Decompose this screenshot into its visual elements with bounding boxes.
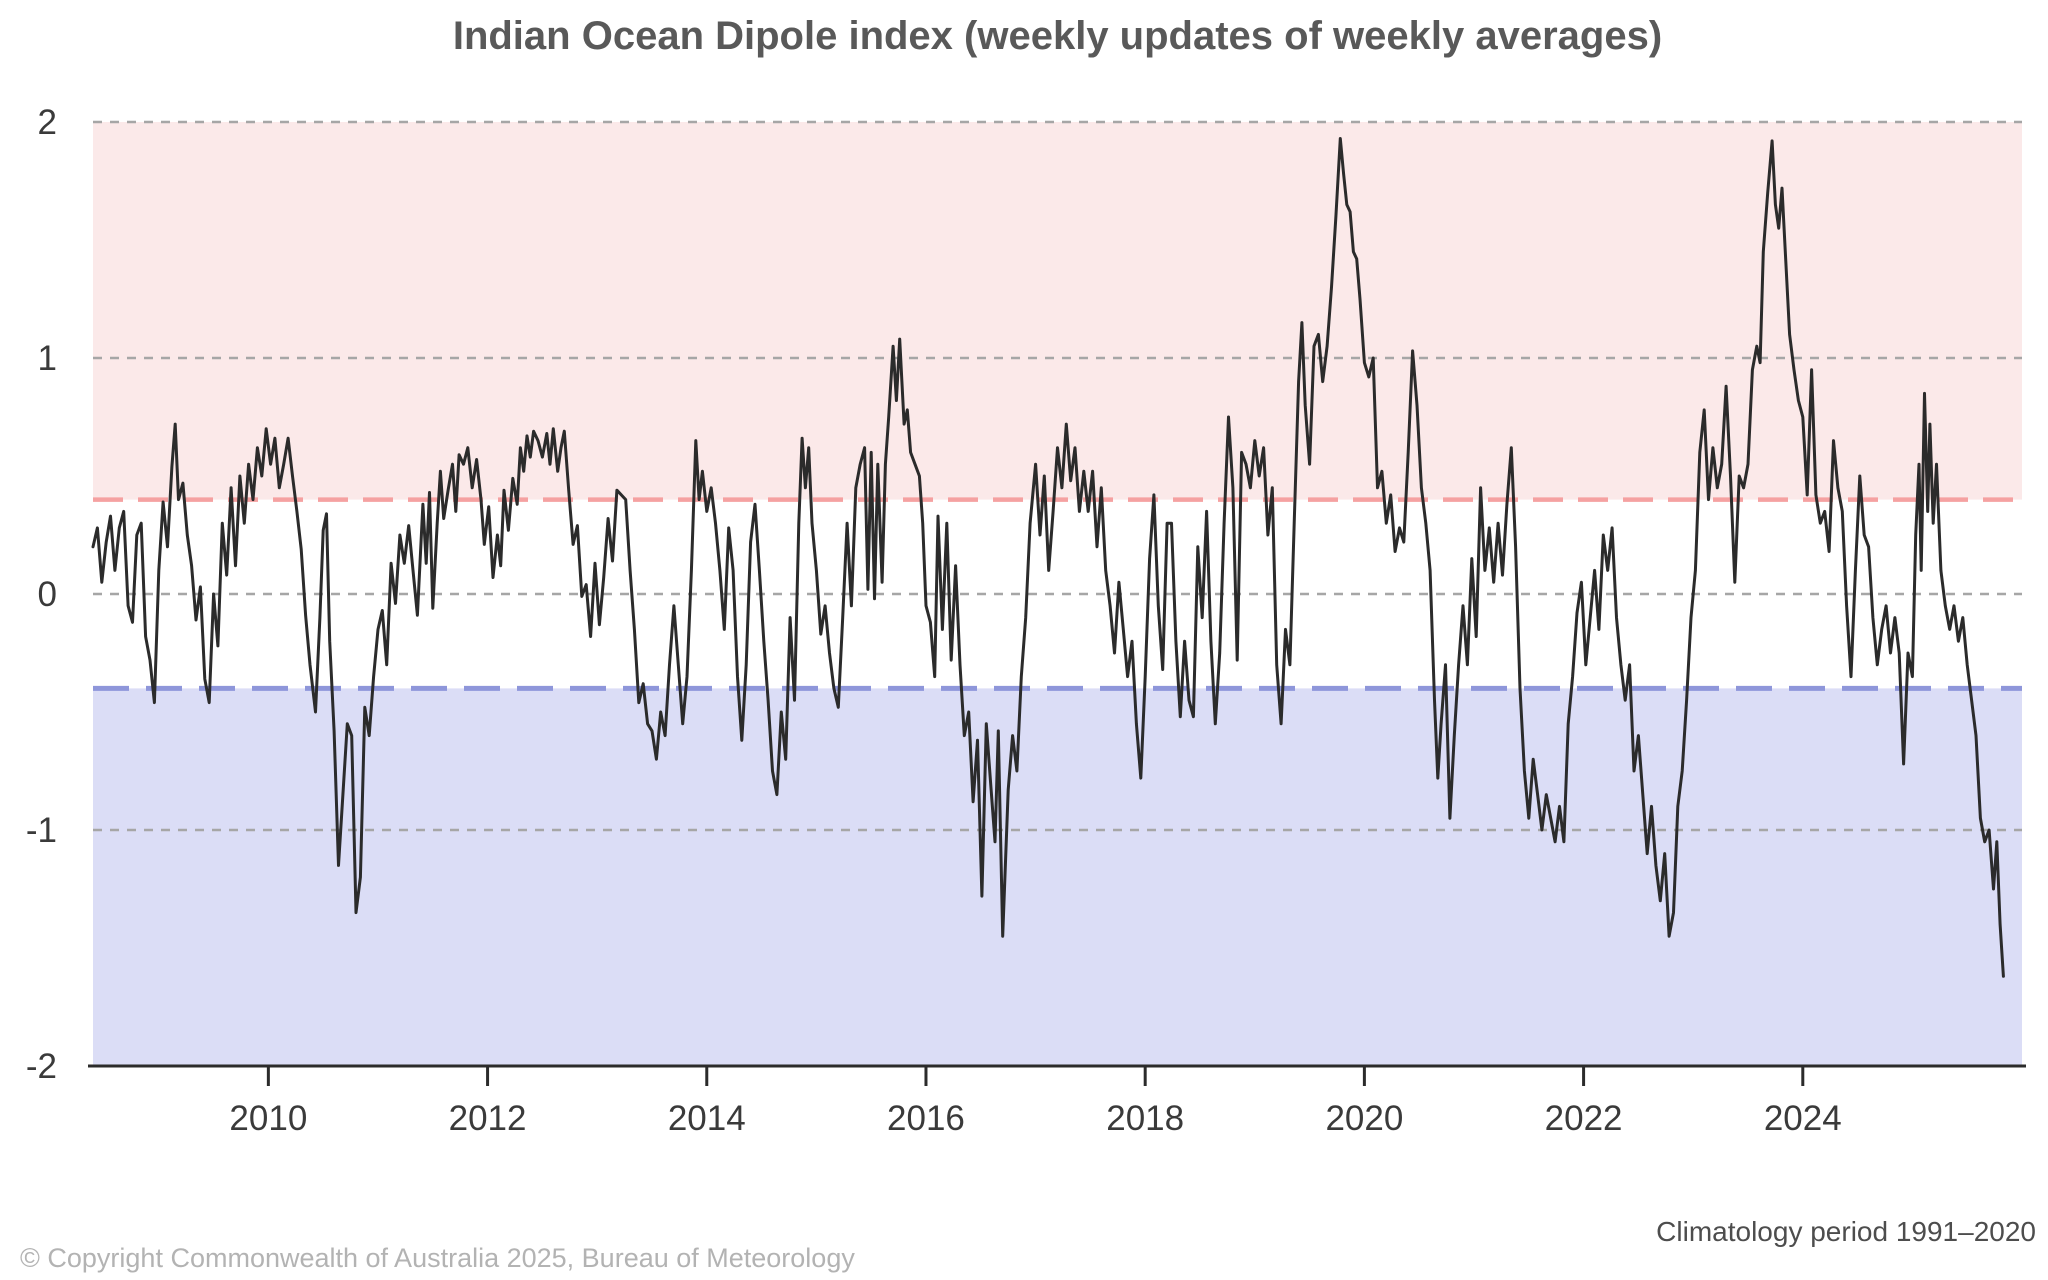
y-tick-label: -2 bbox=[26, 1047, 57, 1086]
x-tick-label: 2010 bbox=[229, 1099, 307, 1138]
x-tick-label: 2012 bbox=[449, 1099, 527, 1138]
x-tick-label: 2024 bbox=[1764, 1099, 1842, 1138]
iod-series-line bbox=[91, 137, 2005, 978]
x-tick-label: 2014 bbox=[668, 1099, 746, 1138]
y-tick-label: 0 bbox=[38, 575, 57, 614]
y-tick-label: -1 bbox=[26, 811, 57, 850]
page-title: Indian Ocean Dipole index (weekly update… bbox=[452, 14, 1663, 58]
y-tick-label: 1 bbox=[38, 339, 57, 378]
negative-iod-band bbox=[93, 688, 2022, 1066]
x-tick-label: 2016 bbox=[887, 1099, 965, 1138]
x-tick-label: 2022 bbox=[1545, 1099, 1623, 1138]
copyright-text: © Copyright Commonwealth of Australia 20… bbox=[20, 1243, 855, 1273]
x-tick-label: 2018 bbox=[1106, 1099, 1184, 1138]
x-tick-label: 2020 bbox=[1325, 1099, 1403, 1138]
positive-iod-band bbox=[93, 122, 2022, 500]
y-tick-label: 2 bbox=[38, 103, 57, 142]
climatology-period-note: Climatology period 1991–2020 bbox=[1656, 1216, 2036, 1247]
